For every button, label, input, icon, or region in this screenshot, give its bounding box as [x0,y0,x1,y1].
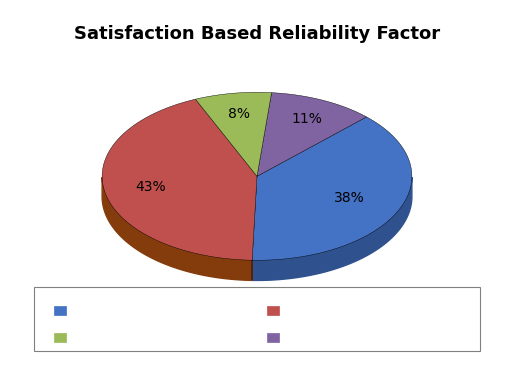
Text: Very Satisfied: Very Satisfied [67,304,153,317]
Polygon shape [102,177,252,280]
Text: 38%: 38% [334,191,365,205]
Polygon shape [252,117,412,260]
Bar [54,333,66,342]
Polygon shape [195,92,271,176]
Bar [267,306,279,315]
Text: Very Dissatisfied: Very Dissatisfied [280,331,384,344]
Bar [54,306,66,315]
Polygon shape [252,177,412,280]
Text: Satisfaction Based Reliability Factor: Satisfaction Based Reliability Factor [74,25,440,43]
Text: Less Satisfied: Less Satisfied [67,331,153,344]
Polygon shape [102,99,257,260]
Text: 43%: 43% [135,180,166,194]
Polygon shape [257,93,366,176]
Text: 8%: 8% [228,107,250,121]
Text: 11%: 11% [291,112,322,126]
FancyBboxPatch shape [34,287,480,351]
Bar [267,333,279,342]
Text: Satisfied: Satisfied [280,304,335,317]
